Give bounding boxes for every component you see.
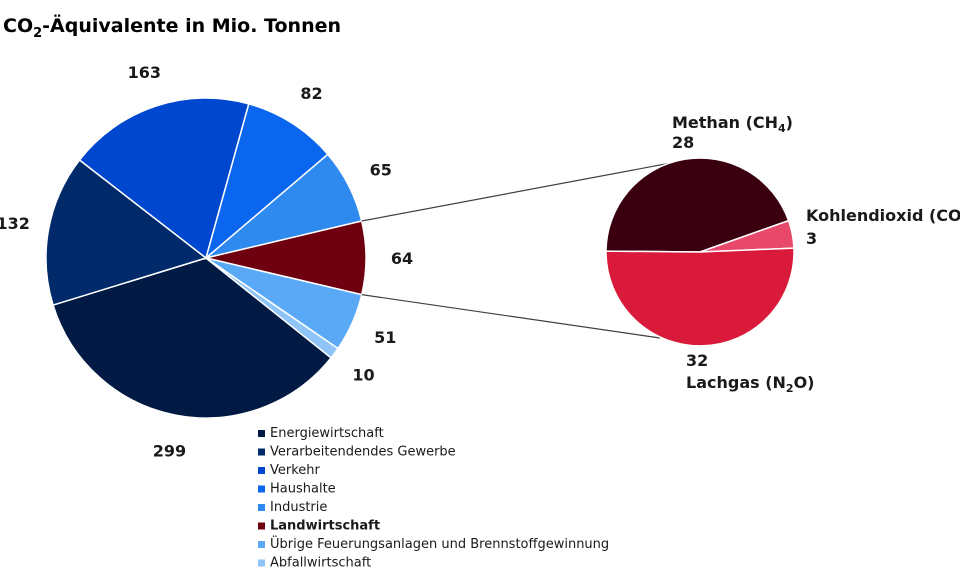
data-label-2: 132 — [0, 214, 30, 233]
detail-label-value-3: 32 — [686, 351, 708, 370]
detail-slice-1 — [605, 157, 790, 253]
legend-label-7: Übrige Feuerungsanlagen und Brennstoffge… — [270, 535, 609, 552]
legend-label-8: Abfallwirtschaft — [270, 556, 371, 571]
chart-title: CO2-Äquivalente in Mio. Tonnen — [3, 13, 341, 41]
legend-label-5: Industrie — [270, 500, 327, 515]
legend-swatch-7 — [258, 541, 265, 548]
data-label-3: 163 — [128, 63, 161, 82]
pie-slice-3 — [78, 97, 250, 260]
detail-label-name-2: Kohlendioxid (CO2) — [806, 206, 960, 228]
data-label-1: 299 — [153, 442, 186, 461]
data-label-8: 10 — [352, 366, 374, 385]
detail-label-name-1: Methan (CH4) — [672, 113, 793, 135]
legend-label-2: Verarbeitendendes Gewerbe — [270, 445, 456, 460]
connector-line-top — [361, 158, 693, 222]
legend: Energiewirtschaft Verarbeitendendes Gewer… — [258, 426, 609, 571]
legend-swatch-1 — [258, 430, 265, 437]
detail-pie-labels: Methan (CH4)28 Kohlendioxid (CO2)3 Lachgas… — [672, 113, 960, 395]
data-label-4: 82 — [300, 84, 322, 103]
legend-swatch-2 — [258, 448, 265, 456]
legend-swatch-6 — [258, 522, 265, 530]
legend-swatch-4 — [258, 485, 265, 493]
data-label-6: 64 — [391, 249, 413, 268]
data-label-5: 65 — [370, 160, 392, 179]
main-pie — [45, 97, 367, 419]
legend-label-3: Verkehr — [270, 463, 321, 478]
legend-label-4: Haushalte — [270, 482, 336, 497]
legend-label-1: Energiewirtschaft — [270, 426, 384, 441]
legend-swatch-8 — [258, 559, 265, 567]
legend-label-6: Landwirtschaft — [270, 519, 380, 534]
legend-swatch-5 — [258, 504, 265, 511]
pie-slice-2 — [45, 158, 208, 306]
detail-label-value-2: 3 — [806, 229, 817, 248]
data-label-7: 51 — [374, 328, 396, 347]
legend-swatch-3 — [258, 467, 265, 474]
detail-pie — [605, 157, 795, 347]
pie-slice-1 — [52, 257, 333, 419]
connector-lines — [361, 158, 693, 339]
pie-slice-4 — [204, 102, 329, 261]
connector-line-bottom — [361, 294, 661, 339]
pie-slice-8 — [205, 257, 339, 359]
detail-label-value-1: 28 — [672, 133, 694, 152]
detail-label-name-3: Lachgas (N2O) — [686, 373, 815, 395]
detail-slice-3 — [605, 247, 795, 347]
